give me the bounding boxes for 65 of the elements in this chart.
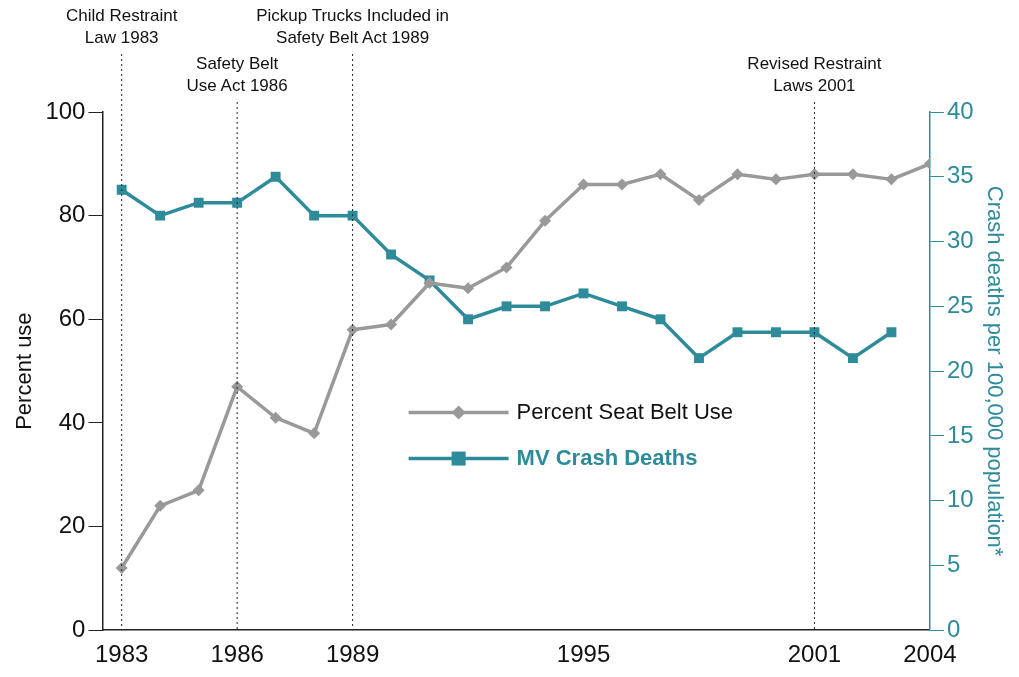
x-tick-label: 2004 xyxy=(903,640,957,668)
ref-line-label: Revised Restraint Laws 2001 xyxy=(747,54,882,96)
point xyxy=(771,327,781,338)
point xyxy=(694,353,704,364)
y-tick-label: 60 xyxy=(58,303,86,331)
point xyxy=(617,301,627,312)
point xyxy=(386,249,397,260)
point xyxy=(347,210,358,221)
point xyxy=(308,427,321,440)
ref-line-label: Safety Belt Use Act 1986 xyxy=(186,54,288,96)
point xyxy=(500,261,513,274)
x-tick-label: 1983 xyxy=(94,640,149,668)
point xyxy=(540,301,550,312)
point xyxy=(731,168,744,181)
point xyxy=(309,210,320,221)
point xyxy=(886,327,897,338)
legend-label: MV Crash Deaths xyxy=(516,444,698,470)
ref-line-label: Child Restraint Law 1983 xyxy=(65,6,178,48)
y-tick-label: 80 xyxy=(58,200,86,228)
point xyxy=(616,178,629,191)
point xyxy=(385,318,398,331)
point xyxy=(155,210,166,221)
point xyxy=(463,314,474,325)
point xyxy=(270,171,281,182)
point xyxy=(732,327,743,338)
x-tick-label: 2001 xyxy=(787,640,842,668)
x-tick-label: 1986 xyxy=(210,640,264,668)
point xyxy=(847,353,858,364)
point xyxy=(232,197,243,208)
point xyxy=(192,484,205,497)
y2-tick-label: 35 xyxy=(946,161,974,189)
y2-tick-label: 30 xyxy=(946,226,974,254)
point xyxy=(539,214,552,227)
ref-line-label: Pickup Trucks Included in Safety Belt Act 1989 xyxy=(256,6,449,48)
point xyxy=(154,499,167,512)
y2-tick-label: 5 xyxy=(946,550,961,578)
y-axis-title: Percent use xyxy=(11,312,37,430)
point xyxy=(578,288,589,299)
y2-tick-label: 15 xyxy=(946,420,974,448)
y2-tick-label: 40 xyxy=(946,96,974,124)
x-tick-label: 1989 xyxy=(325,640,380,668)
point xyxy=(885,173,898,186)
y2-tick-label: 20 xyxy=(946,355,974,383)
y2-tick-label: 0 xyxy=(946,614,961,642)
point xyxy=(501,301,512,312)
point xyxy=(269,411,282,424)
point xyxy=(692,194,705,207)
point xyxy=(462,282,475,295)
point xyxy=(655,314,666,325)
y-tick-label: 20 xyxy=(58,511,86,539)
point xyxy=(115,562,128,575)
point xyxy=(193,197,204,208)
y2-axis-title: Crash deaths per 100,000 population* xyxy=(982,185,1008,557)
point xyxy=(116,184,127,195)
y-tick-label: 100 xyxy=(45,96,86,124)
point xyxy=(654,168,667,181)
x-tick-label: 1995 xyxy=(556,640,611,668)
y2-tick-label: 10 xyxy=(946,485,974,513)
point xyxy=(809,327,820,338)
y-tick-label: 0 xyxy=(72,614,86,642)
legend-label: Percent Seat Belt Use xyxy=(516,398,734,424)
point xyxy=(346,323,359,336)
point xyxy=(423,277,436,290)
y-tick-label: 40 xyxy=(58,407,86,435)
y2-tick-label: 25 xyxy=(946,290,974,318)
